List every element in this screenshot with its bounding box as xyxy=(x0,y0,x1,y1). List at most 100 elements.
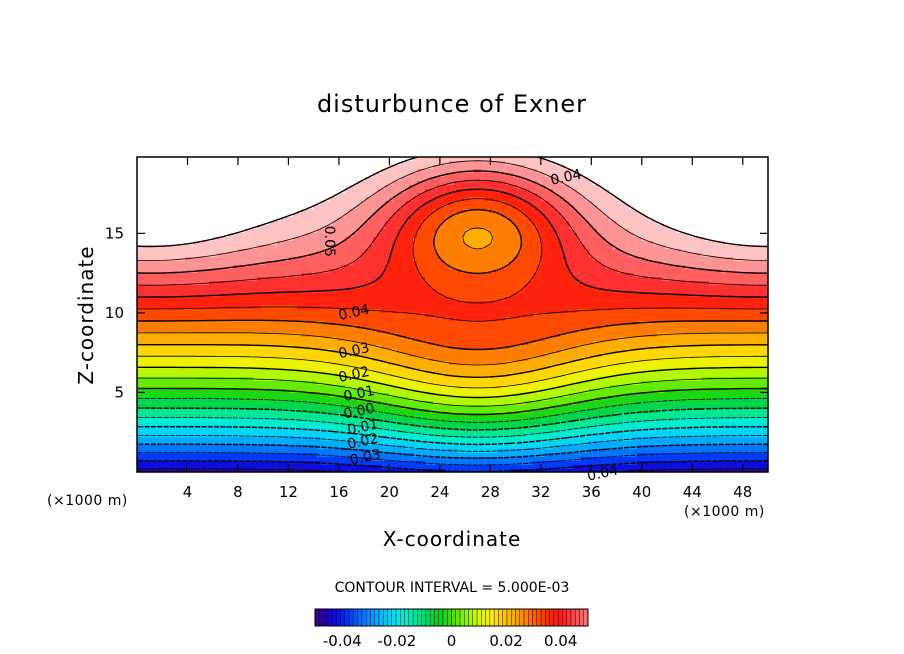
contour-line xyxy=(137,417,768,438)
colorbar-swatch xyxy=(357,608,363,627)
contour-line xyxy=(137,188,768,298)
plot-frame xyxy=(136,156,769,473)
contour-fill xyxy=(137,157,768,472)
chart-title: disturbunce of Exner xyxy=(317,90,587,118)
contour-line xyxy=(137,208,768,351)
colorbar-swatch xyxy=(481,608,486,627)
colorbar-swatch xyxy=(566,608,572,627)
contour-line xyxy=(137,355,768,389)
contour-label: 0.04 xyxy=(586,463,620,485)
colorbar-swatch xyxy=(519,608,525,627)
colorbar-swatch xyxy=(468,608,474,627)
x-tick-label: 44 xyxy=(683,483,702,501)
contour-label: 0.00 xyxy=(342,400,376,422)
x-axis-unit: (×1000 m) xyxy=(684,504,765,520)
colorbar-swatch xyxy=(472,608,478,627)
colorbar-swatch xyxy=(370,608,375,627)
colorbar-swatch xyxy=(417,608,422,627)
y-tick-label: 10 xyxy=(105,304,124,322)
x-tick-label: 28 xyxy=(481,483,500,501)
contour-label: 0.02 xyxy=(337,364,371,386)
contour-line xyxy=(137,198,768,322)
colorbar-swatch xyxy=(421,608,427,627)
colorbar-swatch xyxy=(374,608,380,627)
colorbar-swatch xyxy=(429,608,435,627)
contour-line xyxy=(137,227,768,366)
x-tick-label: 36 xyxy=(582,483,601,501)
x-tick-label: 48 xyxy=(733,483,752,501)
colorbar-swatch xyxy=(353,608,358,627)
colorbar-swatch xyxy=(365,608,371,627)
colorbar-swatch xyxy=(579,608,584,627)
colorbar-swatch xyxy=(536,608,542,627)
colorbar-swatch xyxy=(404,608,410,627)
y-axis-label: Z-coordinate xyxy=(74,245,98,384)
colorbar-swatch xyxy=(323,608,328,627)
contour-line xyxy=(137,170,768,274)
colorbar-swatch xyxy=(340,608,346,627)
x-tick-label: 16 xyxy=(329,483,348,501)
colorbar-swatch xyxy=(493,608,499,627)
colorbar xyxy=(314,608,589,627)
colorbar-swatch xyxy=(447,608,452,627)
contour-line xyxy=(137,160,768,261)
colorbar-swatch xyxy=(464,608,469,627)
colorbar-swatch xyxy=(383,608,388,627)
contour-line xyxy=(137,452,768,466)
colorbar-swatch xyxy=(583,608,589,627)
contour-line xyxy=(137,344,768,378)
colorbar-swatch xyxy=(528,608,533,627)
contour-line xyxy=(137,398,768,423)
colorbar-swatch xyxy=(523,608,529,627)
colorbar-tick-label: -0.04 xyxy=(323,632,362,650)
contour-label: 0.04 xyxy=(337,302,371,324)
colorbar-swatch xyxy=(557,608,563,627)
colorbar-tick-label: 0 xyxy=(447,632,457,650)
x-tick-label: 4 xyxy=(183,483,193,501)
contour-label: 0.04 xyxy=(549,167,583,189)
contour-line xyxy=(137,426,768,446)
colorbar-swatch xyxy=(391,608,397,627)
x-axis-ticks: 4 8 12 16 20 24 28 32 36 40 44 48 xyxy=(183,157,752,501)
contour-line xyxy=(137,443,768,459)
colorbar-swatch xyxy=(319,608,324,627)
colorbar-swatch xyxy=(412,608,418,627)
contour-line xyxy=(137,407,768,431)
y-axis-ticks: 5 10 15 xyxy=(105,224,768,401)
x-tick-label: 12 xyxy=(279,483,298,501)
colorbar-swatch xyxy=(314,608,320,627)
colorbar-swatch xyxy=(540,608,546,627)
y-tick-label: 5 xyxy=(114,383,124,401)
colorbar-swatch xyxy=(361,608,367,627)
colorbar-tick-label: -0.02 xyxy=(377,632,416,650)
contour-line xyxy=(137,179,768,286)
colorbar-swatch xyxy=(485,608,491,627)
contour-lines xyxy=(137,157,768,472)
colorbar-swatch xyxy=(553,608,559,627)
contour-interval-text: CONTOUR INTERVAL = 5.000E-03 xyxy=(335,580,570,596)
contour-label: 0.02 xyxy=(346,431,380,453)
contour-label: 0.01 xyxy=(342,383,376,405)
contour-line xyxy=(137,468,768,472)
colorbar-swatch xyxy=(502,608,508,627)
colorbar-swatch xyxy=(327,608,333,627)
colorbar-swatch xyxy=(532,608,538,627)
colorbar-swatch xyxy=(515,608,520,627)
x-tick-label: 20 xyxy=(380,483,399,501)
colorbar-swatch xyxy=(511,608,516,627)
colorbar-frame xyxy=(314,608,589,627)
contour-label: 0.01 xyxy=(346,416,380,438)
colorbar-swatch xyxy=(400,608,405,627)
colorbar-swatch xyxy=(570,608,576,627)
colorbar-swatch xyxy=(442,608,448,627)
colorbar-tick-label: 0.04 xyxy=(544,632,577,650)
contour-line xyxy=(137,387,768,416)
x-tick-label: 40 xyxy=(632,483,651,501)
x-tick-label: 24 xyxy=(430,483,449,501)
contour-labels: 0.040.050.040.030.020.010.000.010.020.03… xyxy=(321,167,620,485)
colorbar-swatch xyxy=(549,608,555,627)
contour-label: 0.03 xyxy=(349,447,383,469)
colorbar-swatch xyxy=(348,608,354,627)
colorbar-swatch xyxy=(545,608,550,627)
